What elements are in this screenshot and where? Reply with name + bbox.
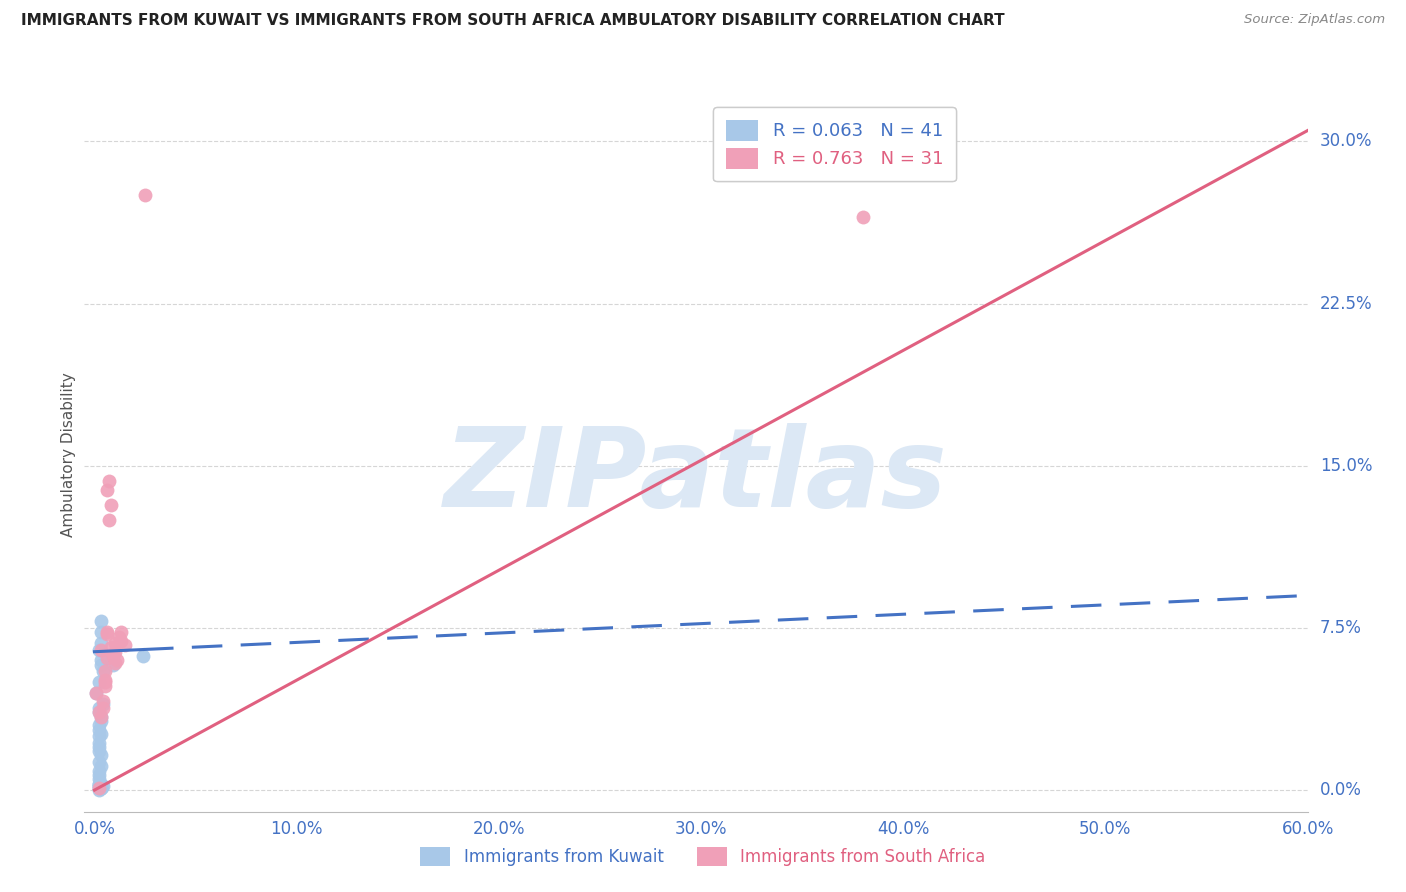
Text: 30.0%: 30.0%	[1320, 132, 1372, 151]
Point	[134, 188, 156, 202]
Text: 0.0%: 0.0%	[1320, 781, 1361, 799]
Point	[96, 651, 118, 665]
Point	[87, 723, 110, 737]
Text: 7.5%: 7.5%	[1320, 619, 1361, 637]
Point	[87, 772, 110, 787]
Point	[87, 776, 110, 790]
Point	[90, 780, 112, 795]
Point	[93, 664, 115, 678]
Point	[86, 686, 108, 700]
Legend: Immigrants from Kuwait, Immigrants from South Africa: Immigrants from Kuwait, Immigrants from …	[412, 838, 994, 875]
Point	[93, 675, 115, 690]
Point	[91, 694, 114, 708]
Point	[87, 705, 110, 719]
Point	[87, 718, 110, 732]
Point	[90, 714, 112, 728]
Point	[90, 780, 112, 795]
Point	[110, 633, 132, 648]
Point	[90, 642, 112, 657]
Point	[87, 739, 110, 754]
Point	[87, 783, 110, 797]
Point	[101, 648, 124, 663]
Point	[87, 729, 110, 743]
Point	[87, 780, 110, 795]
Point	[87, 779, 110, 793]
Point	[93, 673, 115, 687]
Point	[90, 709, 112, 723]
Point	[104, 645, 127, 659]
Point	[90, 657, 112, 672]
Point	[91, 664, 114, 678]
Point	[852, 210, 875, 224]
Point	[110, 625, 132, 640]
Point	[101, 657, 124, 672]
Point	[107, 630, 129, 644]
Point	[91, 697, 114, 711]
Point	[90, 748, 112, 763]
Text: Source: ZipAtlas.com: Source: ZipAtlas.com	[1244, 13, 1385, 27]
Point	[104, 656, 127, 670]
Point	[87, 735, 110, 749]
Point	[90, 759, 112, 773]
Y-axis label: Ambulatory Disability: Ambulatory Disability	[60, 373, 76, 537]
Text: ZIPatlas: ZIPatlas	[444, 423, 948, 530]
Point	[90, 709, 112, 723]
Point	[97, 513, 120, 527]
Point	[91, 701, 114, 715]
Text: 15.0%: 15.0%	[1320, 457, 1372, 475]
Text: 22.5%: 22.5%	[1320, 294, 1372, 312]
Point	[90, 727, 112, 741]
Point	[87, 701, 110, 715]
Point	[90, 780, 112, 795]
Point	[96, 625, 118, 640]
Point	[87, 768, 110, 782]
Point	[87, 776, 110, 790]
Point	[90, 625, 112, 640]
Point	[132, 648, 155, 663]
Point	[87, 744, 110, 758]
Point	[87, 642, 110, 657]
Point	[90, 615, 112, 629]
Point	[100, 640, 122, 655]
Point	[96, 627, 118, 641]
Point	[101, 647, 124, 661]
Legend: R = 0.063   N = 41, R = 0.763   N = 31: R = 0.063 N = 41, R = 0.763 N = 31	[713, 107, 956, 181]
Point	[96, 483, 118, 497]
Point	[105, 653, 128, 667]
Point	[91, 779, 114, 793]
Point	[90, 776, 112, 790]
Point	[90, 780, 112, 795]
Point	[114, 638, 136, 652]
Point	[86, 686, 108, 700]
Point	[87, 675, 110, 690]
Point	[87, 780, 110, 795]
Point	[87, 755, 110, 769]
Point	[87, 779, 110, 793]
Point	[100, 498, 122, 512]
Point	[87, 764, 110, 778]
Point	[90, 653, 112, 667]
Point	[90, 636, 112, 650]
Point	[104, 636, 127, 650]
Point	[93, 679, 115, 693]
Point	[97, 474, 120, 488]
Text: IMMIGRANTS FROM KUWAIT VS IMMIGRANTS FROM SOUTH AFRICA AMBULATORY DISABILITY COR: IMMIGRANTS FROM KUWAIT VS IMMIGRANTS FRO…	[21, 13, 1005, 29]
Point	[87, 705, 110, 719]
